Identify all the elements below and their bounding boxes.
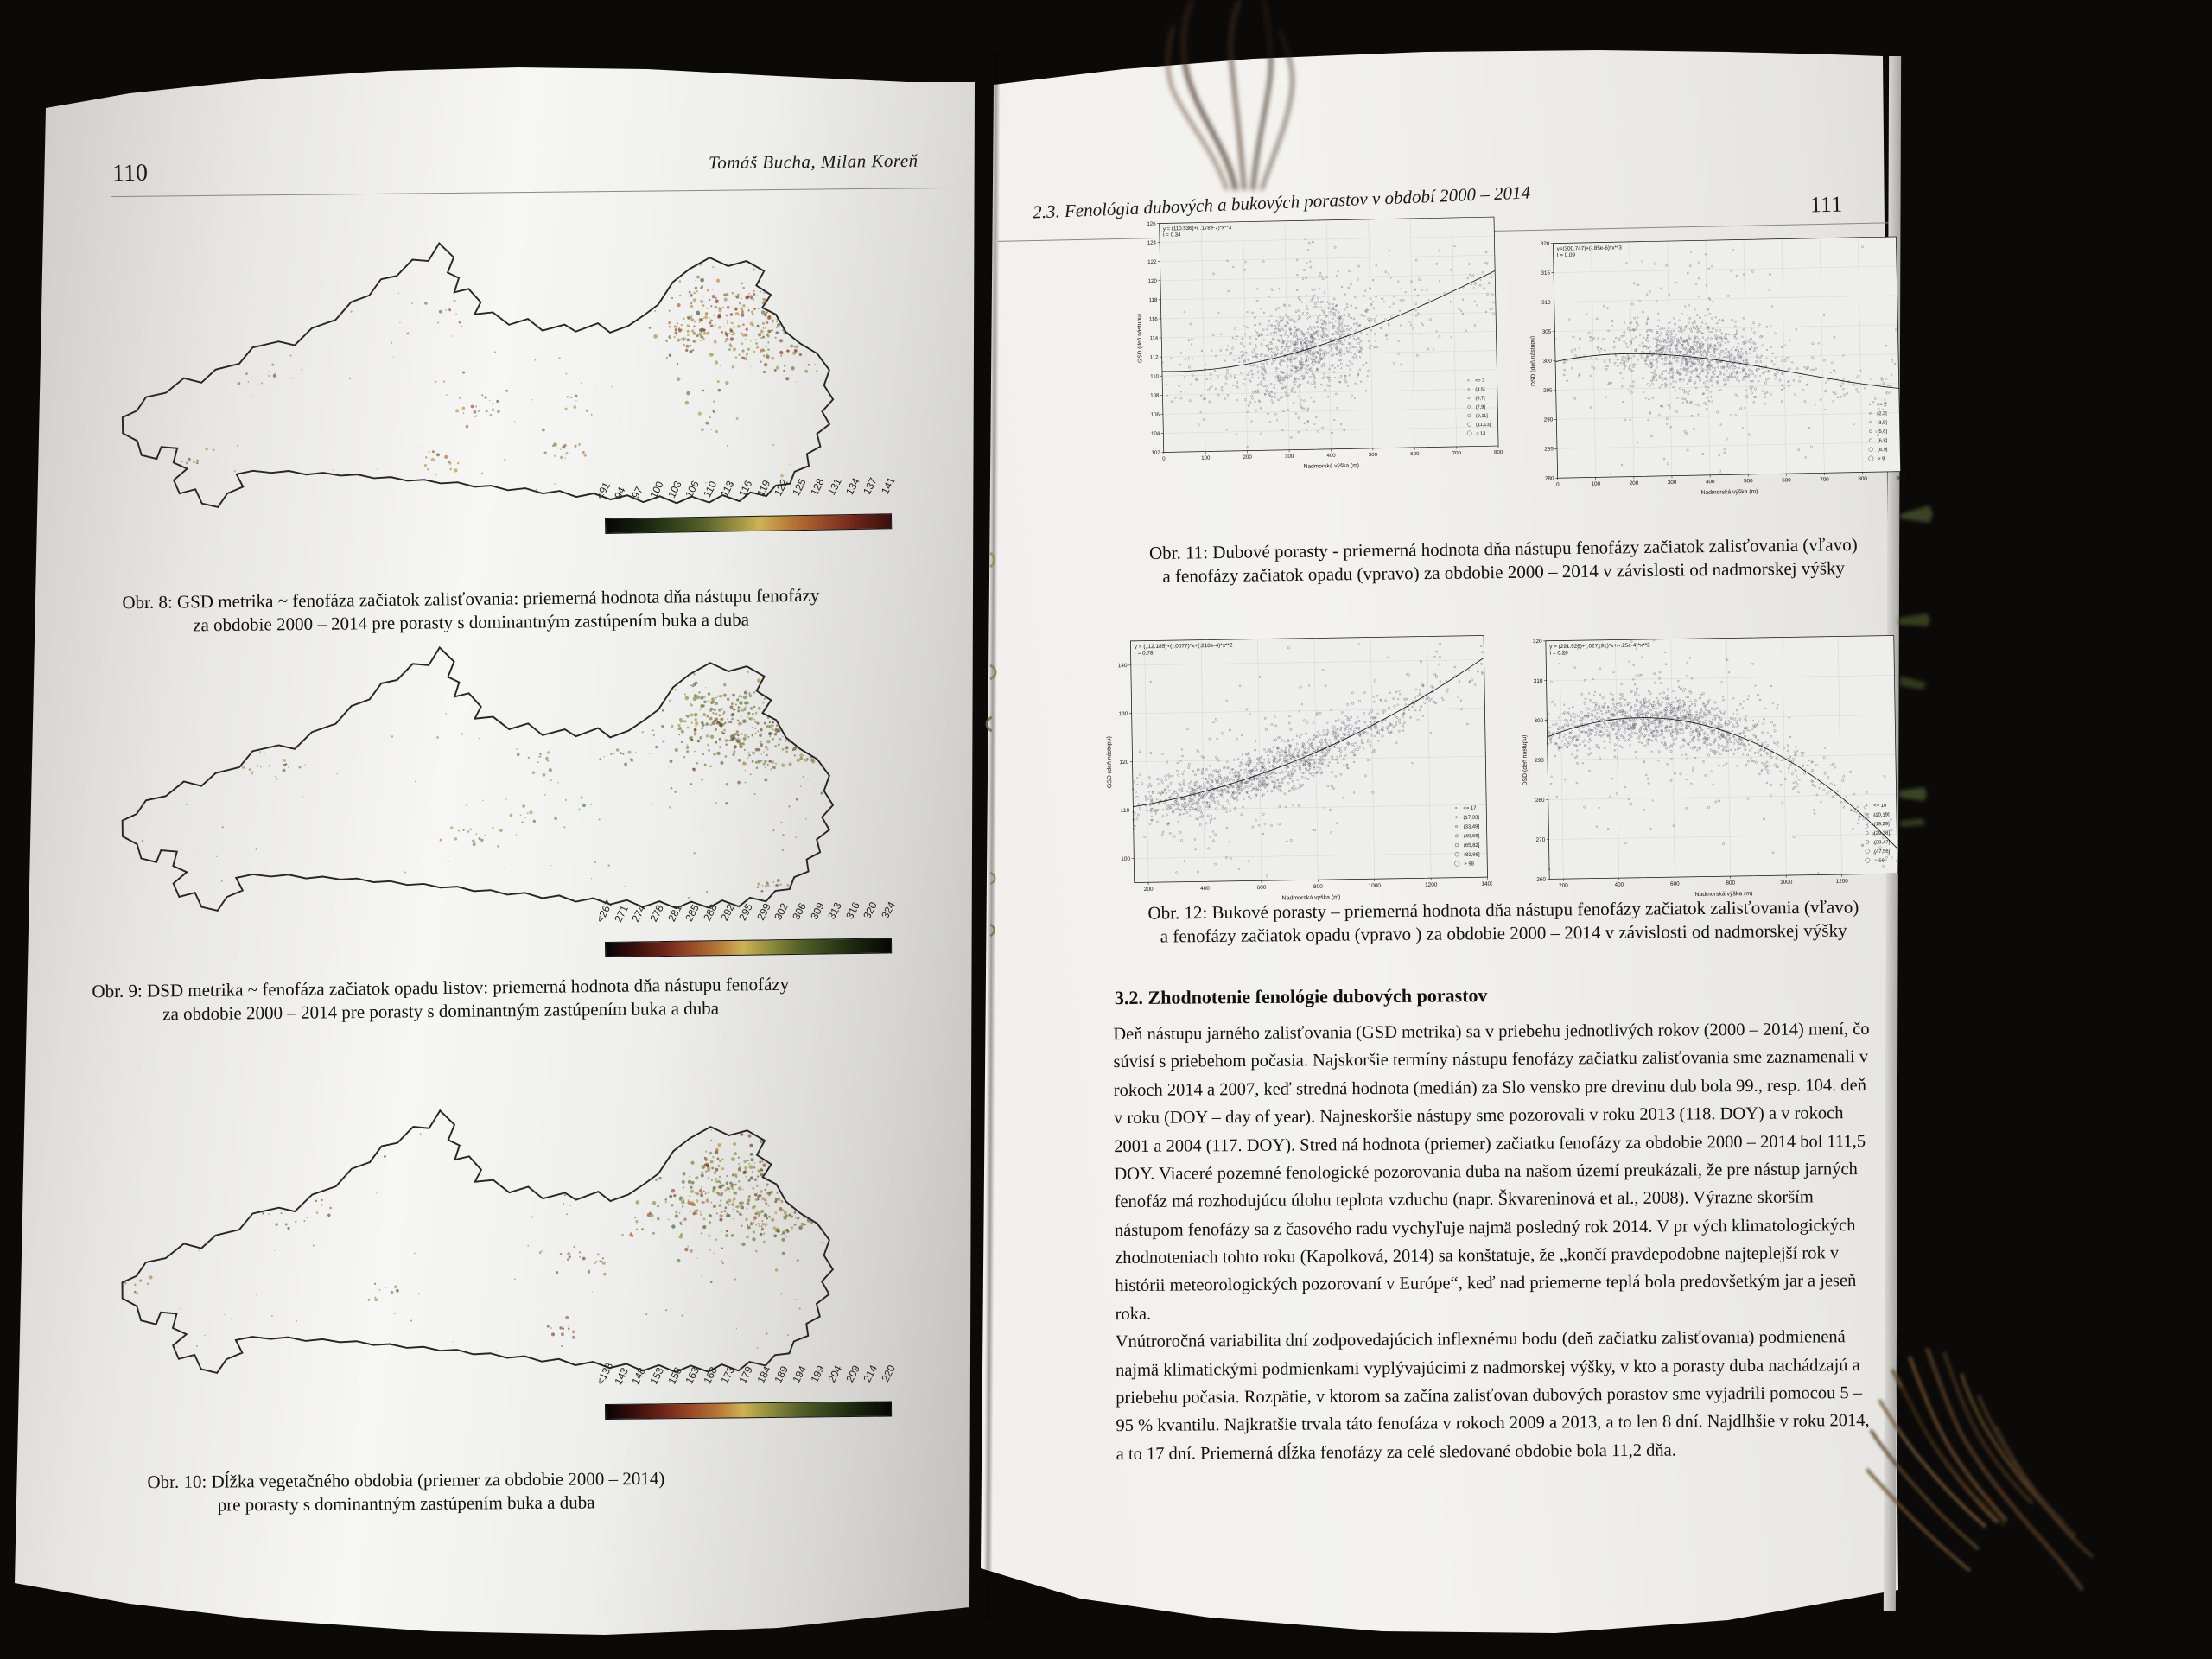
svg-text:> 13: > 13 bbox=[1476, 431, 1485, 436]
svg-text:315: 315 bbox=[1541, 270, 1550, 276]
svg-text:(5,7]: (5,7] bbox=[1475, 396, 1485, 401]
svg-text:700: 700 bbox=[1820, 477, 1829, 483]
svg-text:285: 285 bbox=[1544, 446, 1554, 452]
svg-text:800: 800 bbox=[1858, 476, 1867, 482]
svg-text:300: 300 bbox=[1285, 454, 1294, 460]
svg-text:100: 100 bbox=[1592, 481, 1601, 487]
svg-text:290: 290 bbox=[1544, 416, 1554, 423]
svg-text:I = 0.34: I = 0.34 bbox=[1163, 232, 1181, 238]
svg-text:500: 500 bbox=[1744, 478, 1753, 484]
svg-text:108: 108 bbox=[1150, 392, 1160, 398]
svg-text:114: 114 bbox=[1149, 335, 1158, 341]
svg-text:400: 400 bbox=[1326, 453, 1336, 459]
svg-text:112: 112 bbox=[1150, 354, 1159, 360]
svg-text:900: 900 bbox=[1896, 475, 1905, 481]
svg-text:(9,11]: (9,11] bbox=[1476, 414, 1488, 419]
svg-text:(2,3]: (2,3] bbox=[1877, 411, 1887, 416]
svg-text:104: 104 bbox=[1151, 431, 1160, 437]
svg-text:200: 200 bbox=[1630, 480, 1639, 486]
svg-text:(6,8]: (6,8] bbox=[1878, 438, 1888, 443]
svg-text:GSD (deň nástupu): GSD (deň nástupu) bbox=[1136, 314, 1143, 363]
svg-text:124: 124 bbox=[1147, 240, 1157, 246]
svg-text:700: 700 bbox=[1452, 450, 1462, 456]
svg-text:320: 320 bbox=[1541, 241, 1550, 247]
svg-text:(8,9]: (8,9] bbox=[1878, 448, 1888, 453]
svg-text:<= 3: <= 3 bbox=[1475, 378, 1484, 384]
svg-text:305: 305 bbox=[1542, 329, 1552, 335]
svg-text:(3,5]: (3,5] bbox=[1475, 387, 1485, 392]
svg-text:800: 800 bbox=[1494, 449, 1503, 455]
svg-text:118: 118 bbox=[1148, 297, 1157, 303]
svg-text:120: 120 bbox=[1148, 278, 1158, 284]
svg-text:295: 295 bbox=[1543, 388, 1553, 394]
svg-text:<= 2: <= 2 bbox=[1877, 403, 1887, 408]
svg-text:> 9: > 9 bbox=[1878, 456, 1885, 461]
svg-text:(3,5]: (3,5] bbox=[1877, 421, 1887, 426]
svg-text:I = 0.09: I = 0.09 bbox=[1557, 252, 1576, 258]
svg-text:280: 280 bbox=[1545, 475, 1554, 481]
svg-text:DSD (deň nástupu): DSD (deň nástupu) bbox=[1529, 336, 1536, 386]
svg-text:0: 0 bbox=[1556, 482, 1560, 488]
svg-text:300: 300 bbox=[1668, 480, 1677, 486]
svg-text:Nadmorská výška (m): Nadmorská výška (m) bbox=[1700, 489, 1758, 496]
svg-text:102: 102 bbox=[1151, 450, 1160, 456]
svg-text:110: 110 bbox=[1150, 373, 1159, 379]
svg-text:106: 106 bbox=[1151, 411, 1160, 417]
svg-text:0: 0 bbox=[1162, 456, 1166, 462]
svg-text:(7,9]: (7,9] bbox=[1476, 405, 1486, 410]
svg-text:600: 600 bbox=[1782, 477, 1791, 483]
svg-text:122: 122 bbox=[1147, 259, 1157, 265]
svg-text:600: 600 bbox=[1410, 451, 1420, 457]
svg-text:126: 126 bbox=[1147, 221, 1156, 227]
svg-text:Nadmorská výška (m): Nadmorská výška (m) bbox=[1304, 463, 1359, 470]
svg-text:(5,6]: (5,6] bbox=[1878, 429, 1888, 435]
svg-text:116: 116 bbox=[1149, 316, 1158, 322]
svg-text:(11,13]: (11,13] bbox=[1476, 423, 1491, 428]
svg-text:400: 400 bbox=[1706, 479, 1715, 485]
svg-text:310: 310 bbox=[1541, 300, 1551, 306]
svg-text:100: 100 bbox=[1201, 455, 1211, 461]
svg-text:300: 300 bbox=[1542, 359, 1552, 365]
svg-text:500: 500 bbox=[1369, 452, 1378, 458]
svg-text:y=(300.747)+(-.85e-6)*x**3: y=(300.747)+(-.85e-6)*x**3 bbox=[1557, 245, 1623, 251]
svg-text:200: 200 bbox=[1243, 454, 1253, 461]
